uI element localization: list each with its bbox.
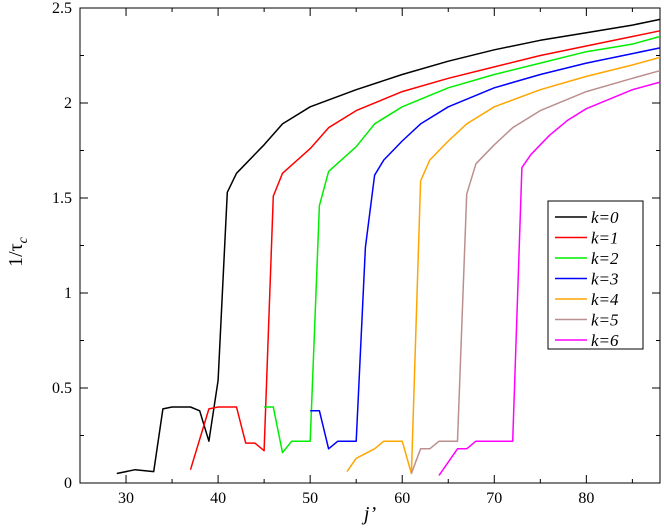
y-tick-label: 1: [64, 285, 72, 302]
y-tick-label: 0.5: [52, 380, 72, 397]
x-tick-label: 30: [118, 490, 134, 507]
y-tick-label: 0: [64, 475, 72, 492]
y-tick-label: 1.5: [52, 190, 72, 207]
legend-box: [547, 200, 644, 350]
axis-ticks: 30 40 50 60 70 80 0 0.5 1 1.5 2 2.5: [52, 0, 660, 507]
series-line-k-5: [410, 69, 661, 474]
series-line-k-0: [116, 18, 661, 475]
series-line-k-2: [264, 35, 661, 454]
series-layer: [116, 18, 661, 476]
legend-label: k=2: [591, 249, 619, 268]
x-axis-label: j’: [361, 503, 377, 525]
y-tick-label: 2.5: [52, 0, 72, 17]
series-line-k-6: [438, 81, 661, 476]
series-line-k-1: [189, 30, 661, 470]
legend-label: k=5: [591, 311, 619, 330]
legend-label: k=3: [591, 270, 619, 289]
y-axis-label-main: 1/τ: [5, 243, 27, 267]
x-tick-label: 70: [486, 490, 502, 507]
series-line-k-4: [346, 56, 661, 475]
x-tick-label: 50: [302, 490, 318, 507]
x-tick-label: 40: [210, 490, 226, 507]
y-axis-label: 1/τc: [5, 236, 31, 267]
legend-label: k=6: [591, 331, 619, 350]
y-tick-label: 2: [64, 95, 72, 112]
y-axis-label-subscript: c: [16, 236, 31, 243]
y-axis-label-group: 1/τc: [5, 236, 31, 267]
x-tick-label: 80: [578, 490, 594, 507]
legend-label: k=0: [591, 208, 619, 227]
legend-label: k=4: [591, 290, 619, 309]
legend-label: k=1: [591, 229, 619, 248]
legend: k=0 k=1k=2 k=3k=4 k=5k=6: [547, 200, 644, 350]
series-line-k-3: [310, 47, 661, 450]
x-tick-label: 60: [394, 490, 410, 507]
